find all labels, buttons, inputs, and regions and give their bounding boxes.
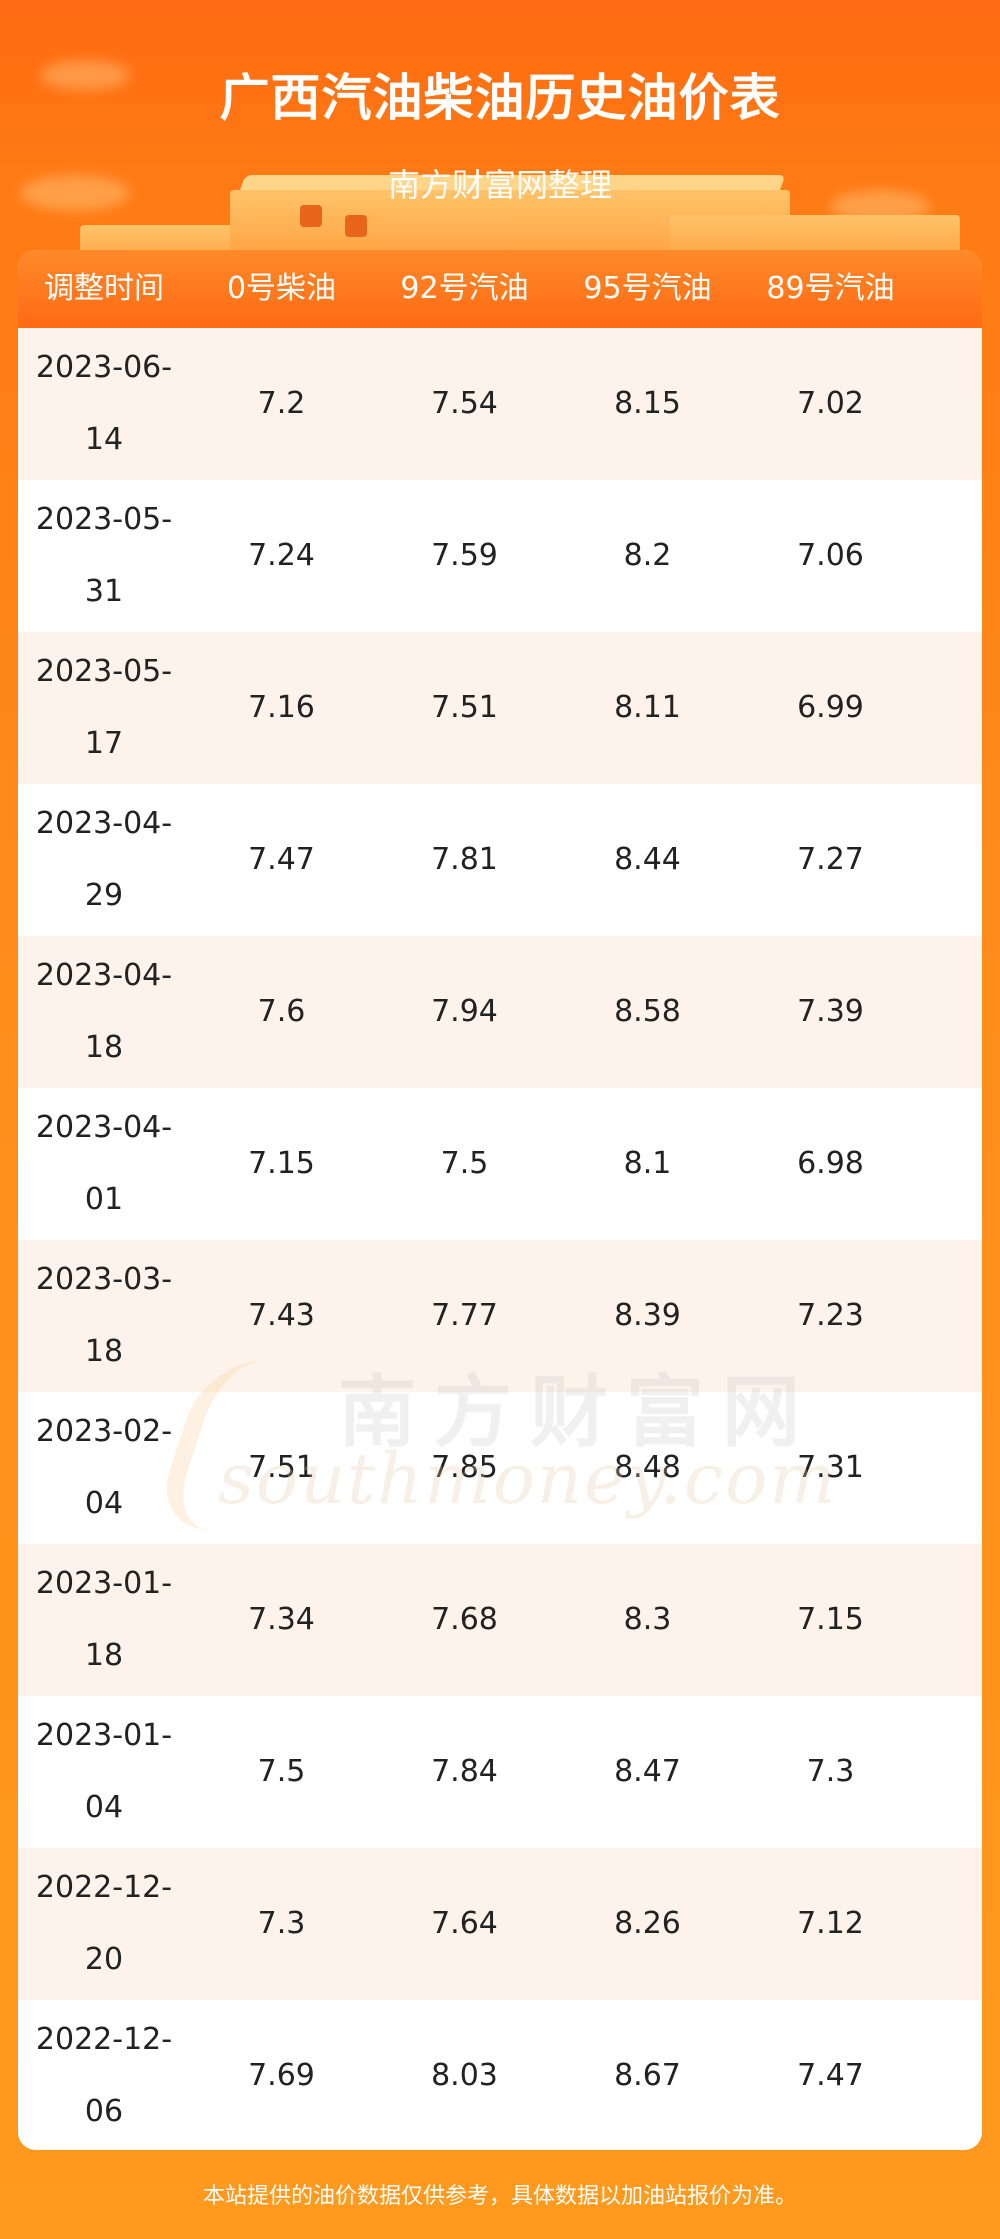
table-row: 2023-04- 18 7.6 7.94 8.58 7.39 <box>18 936 982 1088</box>
cell-diesel-0: 7.47 <box>248 842 315 877</box>
cell-gasoline-92: 7.85 <box>431 1450 498 1485</box>
cell-gasoline-92: 7.68 <box>431 1602 498 1637</box>
cell-gasoline-89: 7.39 <box>797 994 864 1029</box>
cell-gasoline-95: 8.2 <box>623 538 672 573</box>
cell-date: 2023-04- 18 <box>35 958 173 1065</box>
cell-gasoline-89: 7.15 <box>797 1602 864 1637</box>
cell-gasoline-92: 7.64 <box>431 1906 498 1941</box>
cell-date: 2022-12- 06 <box>35 2022 173 2129</box>
cell-diesel-0: 7.2 <box>257 386 306 421</box>
page-title: 广西汽油柴油历史油价表 <box>219 69 781 127</box>
table-row: 2023-04- 29 7.47 7.81 8.44 7.27 <box>18 784 982 936</box>
header-gasoline-95: 95号汽油 <box>583 271 712 306</box>
cell-gasoline-95: 8.11 <box>614 690 681 725</box>
table-row: 2023-04- 01 7.15 7.5 8.1 6.98 <box>18 1088 982 1240</box>
cell-gasoline-95: 8.58 <box>614 994 681 1029</box>
cell-diesel-0: 7.34 <box>248 1602 315 1637</box>
cell-gasoline-89: 7.47 <box>797 2058 864 2093</box>
cell-diesel-0: 7.6 <box>257 994 306 1029</box>
footer-disclaimer: 本站提供的油价数据仅供参考，具体数据以加油站报价为准。 <box>202 2184 797 2209</box>
cell-gasoline-95: 8.26 <box>614 1906 681 1941</box>
cell-diesel-0: 7.5 <box>257 1754 306 1789</box>
cell-date: 2023-01- 18 <box>35 1566 173 1673</box>
cell-gasoline-92: 7.84 <box>431 1754 498 1789</box>
cell-gasoline-89: 7.02 <box>797 386 864 421</box>
cell-diesel-0: 7.3 <box>257 1906 306 1941</box>
cell-gasoline-89: 7.23 <box>797 1298 864 1333</box>
cell-gasoline-89: 6.98 <box>797 1146 864 1181</box>
cell-diesel-0: 7.69 <box>248 2058 315 2093</box>
cell-diesel-0: 7.16 <box>248 690 315 725</box>
table-row: 2023-06- 14 7.2 7.54 8.15 7.02 <box>18 328 982 480</box>
cell-date: 2023-05- 17 <box>35 654 173 761</box>
cell-date: 2023-04- 29 <box>35 806 173 913</box>
cell-gasoline-89: 7.31 <box>797 1450 864 1485</box>
cell-gasoline-89: 7.06 <box>797 538 864 573</box>
table-row: 2023-02- 04 7.51 7.85 8.48 7.31 <box>18 1392 982 1544</box>
cell-gasoline-95: 8.1 <box>623 1146 672 1181</box>
header-gasoline-89: 89号汽油 <box>766 271 895 306</box>
table-row: 2023-05- 17 7.16 7.51 8.11 6.99 <box>18 632 982 784</box>
price-table: 调整时间 0号柴油 92号汽油 95号汽油 89号汽油 2023-06- 14 7.… <box>18 250 982 2150</box>
decor-glow <box>20 175 130 211</box>
cell-gasoline-89: 7.27 <box>797 842 864 877</box>
page-subtitle: 南方财富网整理 <box>387 166 612 204</box>
table-row: 2023-01- 18 7.34 7.68 8.3 7.15 <box>18 1544 982 1696</box>
cell-date: 2023-03- 18 <box>35 1262 173 1369</box>
cell-gasoline-95: 8.39 <box>614 1298 681 1333</box>
header-diesel-0: 0号柴油 <box>226 271 337 306</box>
table-row: 2023-01- 04 7.5 7.84 8.47 7.3 <box>18 1696 982 1848</box>
cell-gasoline-95: 8.44 <box>614 842 681 877</box>
table-row: 2023-03- 18 7.43 7.77 8.39 7.23 <box>18 1240 982 1392</box>
cell-gasoline-95: 8.47 <box>614 1754 681 1789</box>
cell-gasoline-89: 6.99 <box>797 690 864 725</box>
cell-gasoline-89: 7.3 <box>806 1754 855 1789</box>
cell-date: 2023-04- 01 <box>35 1110 173 1217</box>
cell-gasoline-89: 7.12 <box>797 1906 864 1941</box>
cell-date: 2023-06- 14 <box>35 350 173 457</box>
cell-gasoline-92: 8.03 <box>431 2058 498 2093</box>
cell-gasoline-92: 7.81 <box>431 842 498 877</box>
table-row: 2023-05- 31 7.24 7.59 8.2 7.06 <box>18 480 982 632</box>
cell-date: 2022-12- 20 <box>35 1870 173 1977</box>
cell-diesel-0: 7.43 <box>248 1298 315 1333</box>
cell-gasoline-92: 7.51 <box>431 690 498 725</box>
decor-glow <box>40 60 130 90</box>
cell-gasoline-92: 7.94 <box>431 994 498 1029</box>
header-banner: 广西汽油柴油历史油价表 南方财富网整理 <box>0 0 1000 270</box>
cell-diesel-0: 7.51 <box>248 1450 315 1485</box>
cell-date: 2023-05- 31 <box>35 502 173 609</box>
cell-gasoline-95: 8.15 <box>614 386 681 421</box>
cell-diesel-0: 7.24 <box>248 538 315 573</box>
cell-gasoline-92: 7.5 <box>440 1146 489 1181</box>
cell-gasoline-92: 7.77 <box>431 1298 498 1333</box>
cell-diesel-0: 7.15 <box>248 1146 315 1181</box>
table-header: 调整时间 0号柴油 92号汽油 95号汽油 89号汽油 <box>18 250 982 328</box>
cell-gasoline-95: 8.3 <box>623 1602 672 1637</box>
cell-gasoline-95: 8.48 <box>614 1450 681 1485</box>
cell-date: 2023-01- 04 <box>35 1718 173 1825</box>
cell-gasoline-92: 7.54 <box>431 386 498 421</box>
cell-gasoline-92: 7.59 <box>431 538 498 573</box>
header-gasoline-92: 92号汽油 <box>400 271 529 306</box>
header-date: 调整时间 <box>44 271 164 306</box>
decor-cube <box>300 205 322 227</box>
cell-date: 2023-02- 04 <box>35 1414 173 1521</box>
decor-cube <box>345 215 367 237</box>
cell-gasoline-95: 8.67 <box>614 2058 681 2093</box>
table-row: 2022-12- 20 7.3 7.64 8.26 7.12 <box>18 1848 982 2000</box>
table-row: 2022-12- 06 7.69 8.03 8.67 7.47 <box>18 2000 982 2150</box>
